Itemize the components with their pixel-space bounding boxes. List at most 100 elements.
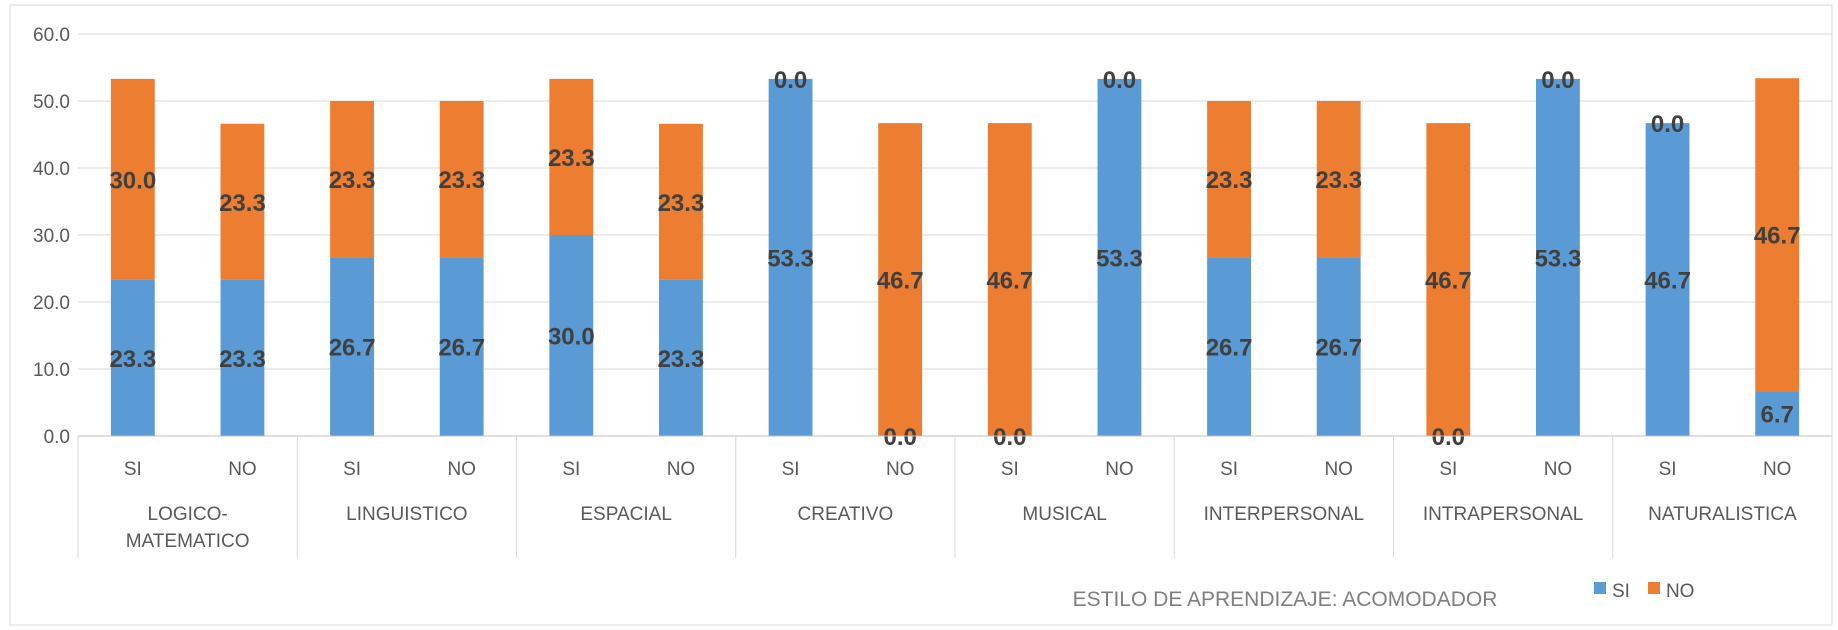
data-label-no: 23.3 [548, 145, 595, 172]
bar-no [110, 78, 155, 280]
data-label-si: 53.3 [1096, 245, 1143, 272]
data-labels: 23.3 30.0 23.3 23.3 26.7 23.3 26.7 23.3 30.0 23.3… [109, 67, 1800, 451]
y-tick-label: 60.0 [33, 25, 70, 46]
data-label-no: 46.7 [1425, 268, 1472, 295]
x-tick-label: NO [447, 459, 476, 480]
group-label: INTRAPERSONAL [1423, 504, 1583, 525]
x-tick-label: SI [1001, 459, 1019, 480]
bar-no [1426, 123, 1471, 437]
data-label-no: 46.7 [877, 268, 924, 295]
bar-no [549, 78, 594, 235]
bar-si [439, 257, 484, 436]
bar-no [330, 101, 374, 258]
data-label-si: 53.3 [767, 245, 814, 272]
x-tick-label: SI [1220, 459, 1238, 480]
chart-title: ESTILO DE APRENDIZAJE: ACOMODADOR [1073, 588, 1498, 611]
bar-si [330, 257, 374, 436]
legend-label-si: SI [1612, 581, 1630, 602]
data-label-no: 46.7 [986, 268, 1033, 295]
x-tick-label: SI [1659, 459, 1677, 480]
x-tick-label: SI [562, 459, 580, 480]
bar-si [1755, 391, 1800, 436]
bar-si [1207, 257, 1251, 436]
group-label: MUSICAL [1022, 504, 1106, 525]
data-label-si: 23.3 [658, 346, 705, 373]
group-label: CREATIVO [798, 504, 894, 525]
group-label: LINGUISTICO [346, 504, 467, 525]
data-label-si: 26.7 [1315, 335, 1362, 362]
data-label-si: 23.3 [109, 346, 156, 373]
data-label-no: 23.3 [438, 167, 485, 194]
x-tick-label: NO [1105, 459, 1134, 480]
data-label-no: 46.7 [1754, 223, 1801, 250]
data-label-si: 6.7 [1761, 402, 1794, 429]
data-label-no: 0.0 [1541, 67, 1574, 94]
y-tick-label: 30.0 [33, 226, 70, 247]
x-tick-label: NO [667, 459, 696, 480]
group-label: NATURALISTICA [1648, 504, 1797, 525]
data-label-si: 26.7 [329, 335, 376, 362]
y-tick-label: 10.0 [33, 360, 70, 381]
legend-label-no: NO [1666, 581, 1695, 602]
data-label-no: 23.3 [1315, 167, 1362, 194]
y-tick-label: 50.0 [33, 92, 70, 113]
bar-si [549, 235, 594, 436]
bar-no [659, 123, 703, 280]
x-tick-label: NO [886, 459, 915, 480]
data-label-no: 23.3 [219, 190, 266, 217]
bars [110, 78, 1800, 437]
bar-no [878, 123, 923, 437]
bar-no [987, 123, 1032, 437]
x-tick-label: NO [1324, 459, 1353, 480]
data-label-no: 23.3 [658, 190, 705, 217]
data-label-si: 46.7 [1644, 268, 1691, 295]
data-label-no: 0.0 [774, 67, 807, 94]
group-label: INTERPERSONAL [1204, 504, 1364, 525]
data-label-si: 0.0 [884, 424, 917, 451]
group-label: ESPACIAL [580, 504, 672, 525]
legend-swatch-si [1594, 582, 1606, 594]
x-tick-label: SI [124, 459, 142, 480]
data-label-si: 0.0 [993, 424, 1026, 451]
bar-si [1645, 123, 1690, 437]
bar-si [220, 279, 265, 436]
data-label-no: 0.0 [1103, 67, 1136, 94]
y-tick-label: 40.0 [33, 159, 70, 180]
bar-si [768, 78, 813, 436]
x-tick-label: SI [782, 459, 800, 480]
x-tick-label: SI [1439, 459, 1457, 480]
x-tick-label: NO [1763, 459, 1792, 480]
data-label-si: 23.3 [219, 346, 266, 373]
data-label-no: 30.0 [109, 167, 156, 194]
data-label-si: 26.7 [438, 335, 485, 362]
bar-si [659, 279, 703, 436]
bar-no [1316, 101, 1361, 258]
bar-no [439, 101, 484, 258]
y-tick-label: 0.0 [44, 427, 70, 448]
x-axis: SI NO SI NO SI NO SI NO SI NO SI NO SI NO SI NO LOGICO-M… [77, 435, 1833, 558]
x-tick-label: SI [343, 459, 361, 480]
bar-si [1536, 78, 1580, 436]
bar-si [1316, 257, 1361, 436]
legend-swatch-no [1647, 582, 1660, 594]
data-label-si: 53.3 [1535, 245, 1582, 272]
group-label: LOGICO-MATEMATICO [126, 504, 250, 552]
bar-no [1207, 101, 1251, 258]
y-axis: 0.0 10.0 20.0 30.0 40.0 50.0 60.0 [33, 25, 70, 448]
data-label-no: 23.3 [329, 167, 376, 194]
data-label-si: 26.7 [1206, 335, 1253, 362]
y-tick-label: 20.0 [33, 293, 70, 314]
x-tick-label: NO [1544, 459, 1573, 480]
bar-si [1097, 78, 1142, 436]
bar-no [220, 123, 265, 280]
x-tick-label: NO [228, 459, 257, 480]
data-label-no: 23.3 [1206, 167, 1253, 194]
bar-no [1755, 78, 1800, 392]
legend: SI NO [1594, 581, 1694, 602]
data-label-no: 0.0 [1651, 111, 1684, 138]
data-label-si: 30.0 [548, 324, 595, 351]
data-label-si: 0.0 [1432, 424, 1465, 451]
bar-si [110, 279, 155, 436]
